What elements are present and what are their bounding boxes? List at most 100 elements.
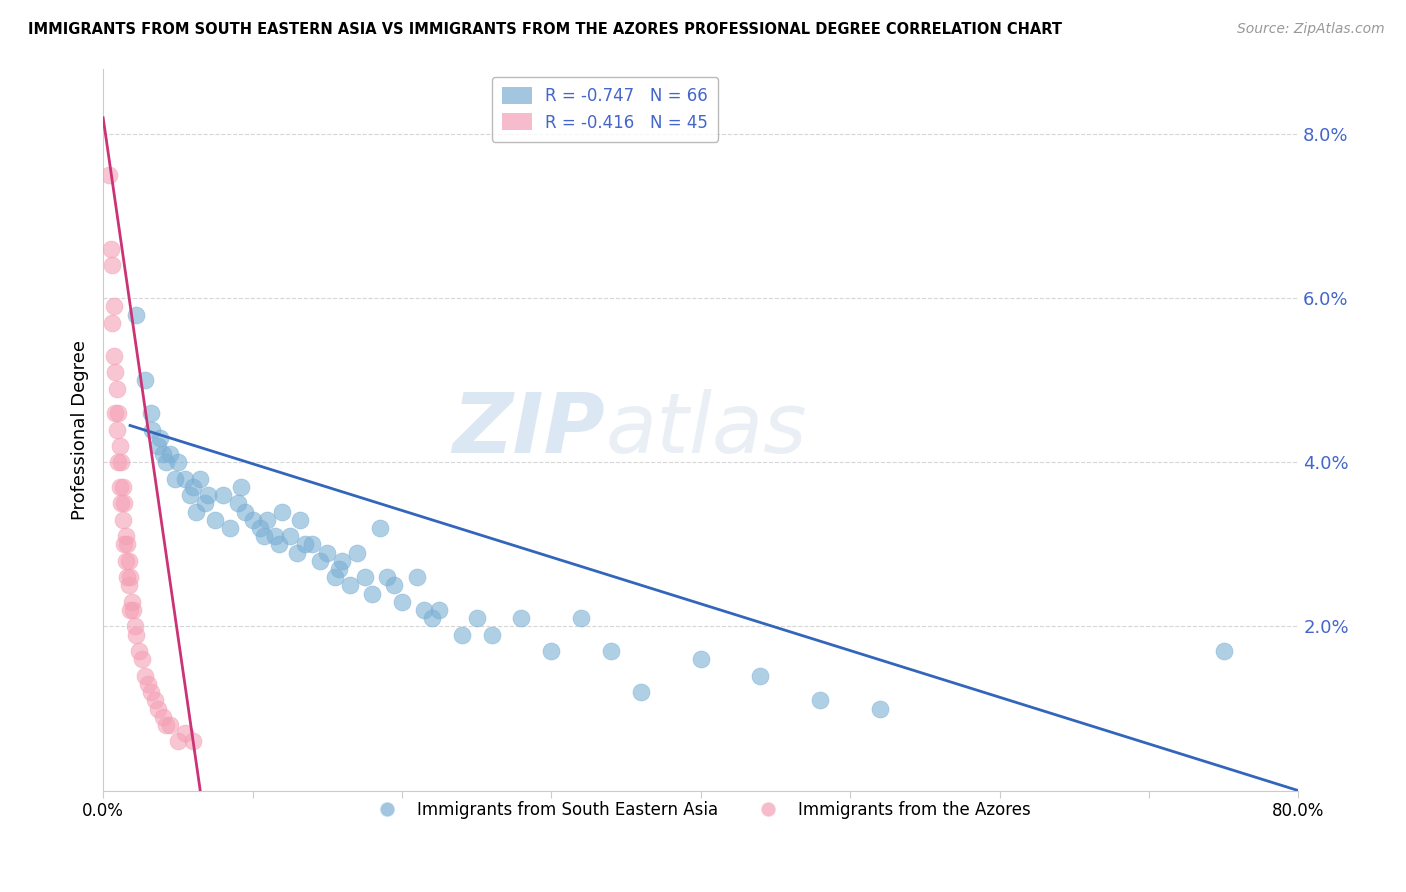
- Point: [148, 439, 170, 453]
- Point: [308, 554, 330, 568]
- Point: [105, 382, 128, 396]
- Point: [294, 537, 316, 551]
- Point: [226, 496, 249, 510]
- Point: [391, 595, 413, 609]
- Point: [194, 496, 217, 510]
- Point: [420, 611, 443, 625]
- Point: [384, 578, 406, 592]
- Point: [159, 718, 181, 732]
- Point: [179, 488, 201, 502]
- Point: [316, 546, 339, 560]
- Point: [1212, 644, 1234, 658]
- Point: [107, 455, 129, 469]
- Point: [328, 562, 350, 576]
- Point: [323, 570, 346, 584]
- Point: [98, 168, 121, 182]
- Point: [242, 513, 264, 527]
- Point: [540, 644, 562, 658]
- Point: [278, 529, 301, 543]
- Point: [166, 455, 188, 469]
- Point: [122, 603, 145, 617]
- Point: [269, 537, 291, 551]
- Point: [413, 603, 436, 617]
- Point: [163, 472, 186, 486]
- Point: [368, 521, 391, 535]
- Point: [465, 611, 488, 625]
- Text: Source: ZipAtlas.com: Source: ZipAtlas.com: [1237, 22, 1385, 37]
- Point: [869, 701, 891, 715]
- Point: [115, 570, 138, 584]
- Point: [600, 644, 623, 658]
- Point: [166, 734, 188, 748]
- Point: [285, 546, 308, 560]
- Point: [264, 529, 287, 543]
- Point: [136, 677, 159, 691]
- Point: [128, 644, 150, 658]
- Point: [427, 603, 450, 617]
- Text: IMMIGRANTS FROM SOUTH EASTERN ASIA VS IMMIGRANTS FROM THE AZORES PROFESSIONAL DE: IMMIGRANTS FROM SOUTH EASTERN ASIA VS IM…: [28, 22, 1062, 37]
- Point: [211, 488, 233, 502]
- Point: [125, 628, 148, 642]
- Point: [117, 578, 139, 592]
- Point: [139, 685, 162, 699]
- Point: [149, 431, 172, 445]
- Point: [184, 505, 207, 519]
- Point: [219, 521, 242, 535]
- Point: [689, 652, 711, 666]
- Point: [808, 693, 831, 707]
- Point: [569, 611, 592, 625]
- Point: [339, 578, 361, 592]
- Text: atlas: atlas: [605, 389, 807, 470]
- Point: [139, 406, 162, 420]
- Point: [104, 365, 127, 379]
- Point: [131, 652, 153, 666]
- Point: [101, 316, 124, 330]
- Point: [110, 455, 132, 469]
- Point: [510, 611, 533, 625]
- Point: [152, 447, 174, 461]
- Point: [100, 242, 122, 256]
- Point: [256, 513, 278, 527]
- Point: [111, 480, 134, 494]
- Point: [134, 669, 156, 683]
- Point: [104, 406, 127, 420]
- Point: [290, 513, 312, 527]
- Point: [361, 587, 384, 601]
- Point: [188, 472, 211, 486]
- Text: ZIP: ZIP: [453, 389, 605, 470]
- Point: [121, 595, 143, 609]
- Point: [330, 554, 353, 568]
- Point: [181, 480, 204, 494]
- Point: [125, 308, 148, 322]
- Point: [301, 537, 323, 551]
- Point: [197, 488, 219, 502]
- Point: [204, 513, 226, 527]
- Point: [155, 455, 177, 469]
- Point: [115, 537, 138, 551]
- Point: [181, 734, 204, 748]
- Point: [107, 406, 129, 420]
- Point: [134, 373, 156, 387]
- Point: [114, 529, 136, 543]
- Point: [155, 718, 177, 732]
- Point: [346, 546, 368, 560]
- Point: [124, 619, 146, 633]
- Point: [353, 570, 375, 584]
- Point: [105, 423, 128, 437]
- Point: [630, 685, 652, 699]
- Point: [103, 349, 125, 363]
- Point: [141, 423, 163, 437]
- Point: [108, 439, 131, 453]
- Point: [101, 259, 124, 273]
- Y-axis label: Professional Degree: Professional Degree: [72, 340, 89, 519]
- Point: [103, 300, 125, 314]
- Point: [450, 628, 472, 642]
- Point: [152, 710, 174, 724]
- Point: [749, 669, 772, 683]
- Point: [110, 496, 132, 510]
- Point: [145, 693, 167, 707]
- Point: [117, 554, 139, 568]
- Point: [271, 505, 294, 519]
- Point: [118, 603, 141, 617]
- Point: [114, 554, 136, 568]
